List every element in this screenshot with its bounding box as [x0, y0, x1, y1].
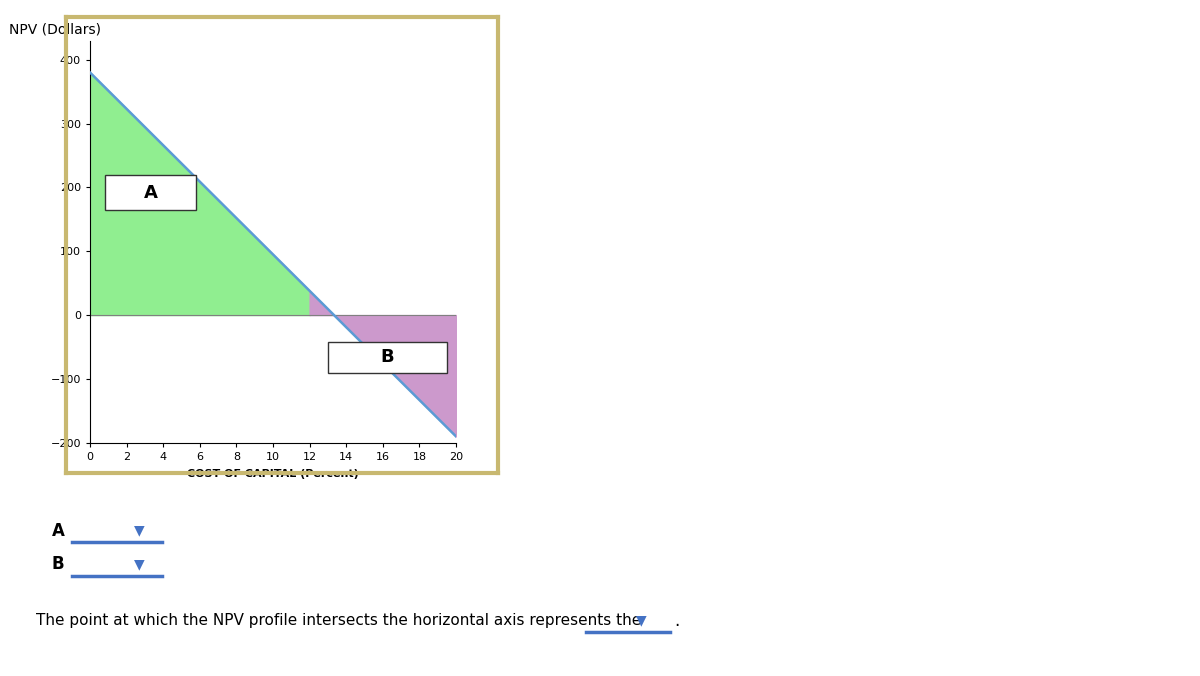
FancyBboxPatch shape	[328, 342, 446, 372]
Text: The point at which the NPV profile intersects the horizontal axis represents the: The point at which the NPV profile inter…	[36, 613, 641, 628]
FancyBboxPatch shape	[104, 174, 196, 210]
Text: B: B	[52, 556, 65, 573]
Text: .: .	[674, 612, 679, 629]
X-axis label: COST OF CAPITAL (Percent): COST OF CAPITAL (Percent)	[187, 468, 359, 479]
Text: ▼: ▼	[134, 524, 145, 537]
Text: A: A	[144, 183, 157, 201]
Text: ▼: ▼	[134, 558, 145, 571]
Text: NPV (Dollars): NPV (Dollars)	[10, 22, 102, 37]
Text: ▼: ▼	[636, 614, 647, 627]
Text: B: B	[380, 348, 394, 366]
Text: A: A	[52, 522, 65, 539]
